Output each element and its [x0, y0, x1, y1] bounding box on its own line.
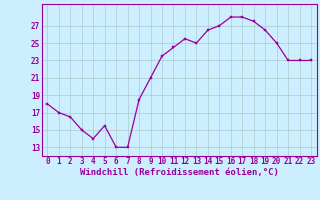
X-axis label: Windchill (Refroidissement éolien,°C): Windchill (Refroidissement éolien,°C) [80, 168, 279, 177]
